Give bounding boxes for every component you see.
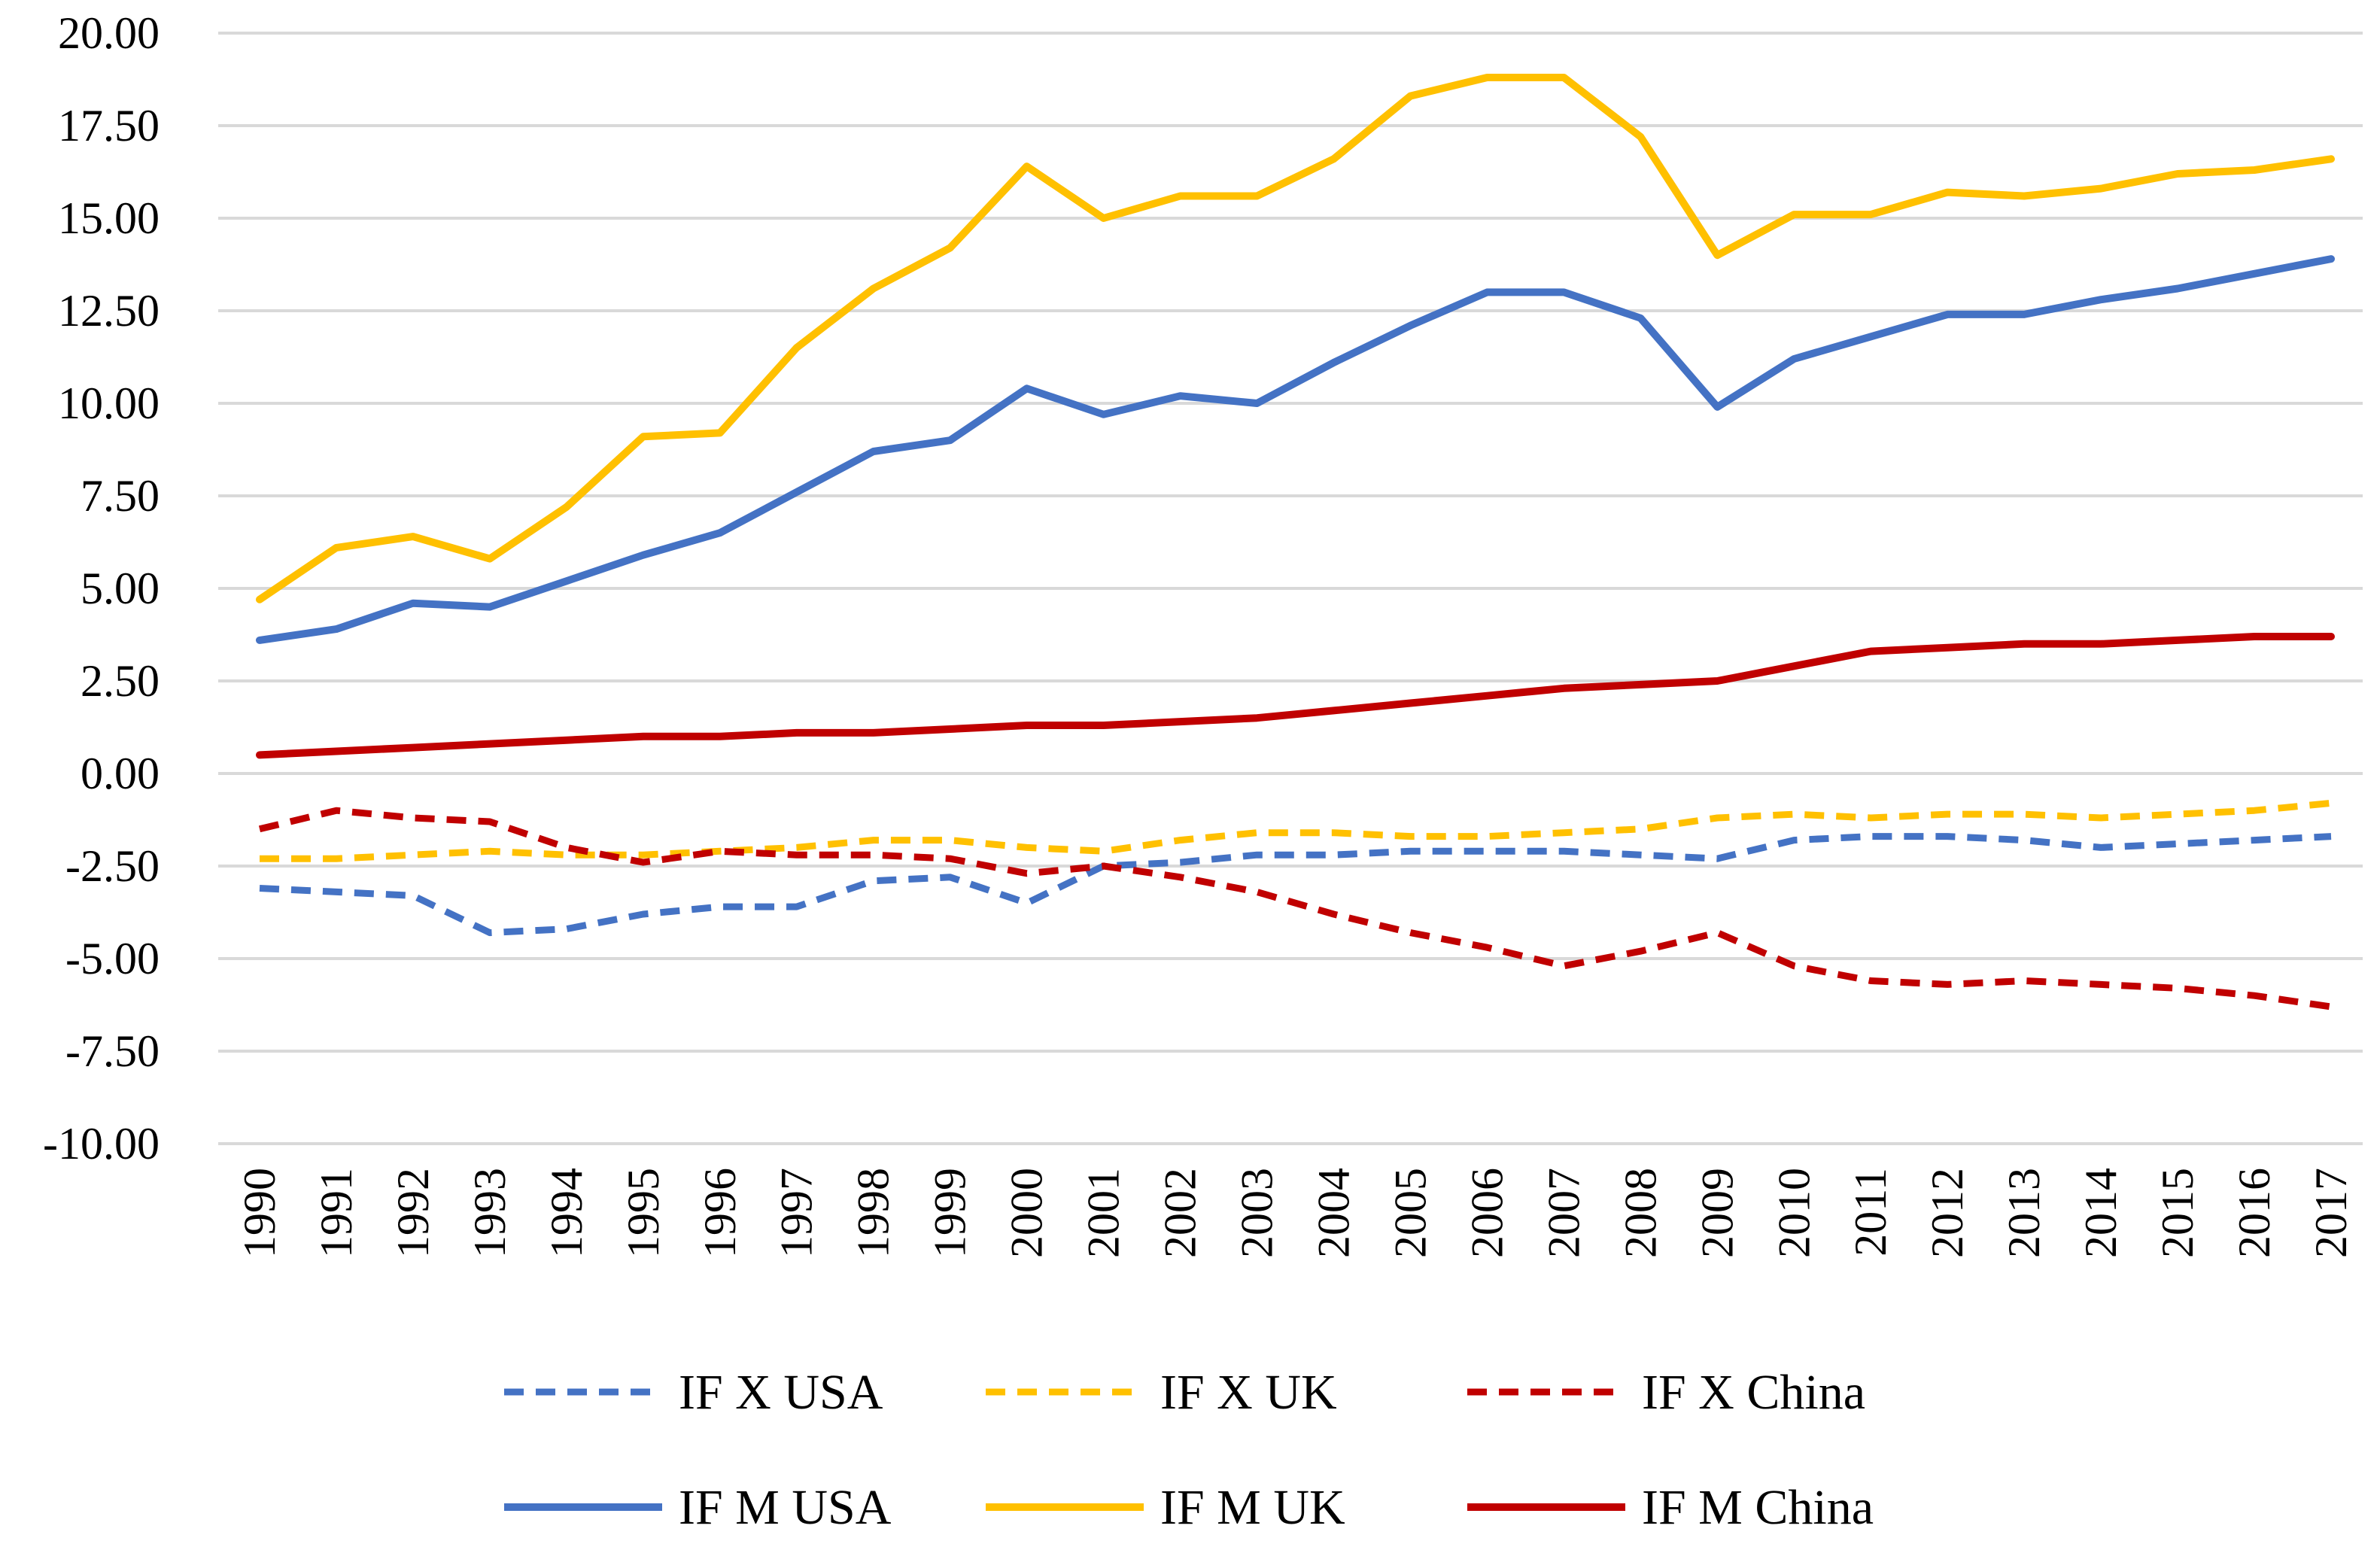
y-axis: 20.00 17.50 15.00 12.50 10.00 7.50 5.00 2.50 0.0… bbox=[43, 8, 160, 1169]
legend-label: IF M USA bbox=[679, 1480, 892, 1535]
x-tick-label: 1990 bbox=[235, 1168, 284, 1258]
y-tick-label: 12.50 bbox=[58, 286, 160, 336]
legend-label: IF X UK bbox=[1160, 1365, 1337, 1420]
legend-label: IF M China bbox=[1642, 1480, 1874, 1535]
y-tick-label: 20.00 bbox=[58, 8, 160, 58]
x-tick-label: 2014 bbox=[2076, 1168, 2126, 1258]
y-tick-label: 17.50 bbox=[58, 101, 160, 150]
x-tick-label: 1999 bbox=[926, 1168, 975, 1258]
x-axis: 1990 1991 1992 1993 1994 1995 1996 1997 1998 1999… bbox=[235, 1168, 2356, 1258]
x-tick-label: 1998 bbox=[849, 1168, 898, 1258]
y-tick-label: -5.00 bbox=[65, 934, 160, 983]
x-tick-label: 2013 bbox=[1999, 1168, 2049, 1258]
legend-label: IF M UK bbox=[1160, 1480, 1345, 1535]
x-tick-label: 2006 bbox=[1462, 1168, 1512, 1258]
x-tick-label: 2010 bbox=[1769, 1168, 1819, 1258]
x-tick-label: 1994 bbox=[542, 1168, 591, 1258]
series-line-if-m-uk bbox=[256, 74, 2335, 603]
x-tick-label: 1993 bbox=[465, 1168, 515, 1258]
series-line-if-m-china bbox=[256, 633, 2335, 759]
x-tick-label: 2012 bbox=[1923, 1168, 1972, 1258]
x-tick-label: 2009 bbox=[1692, 1168, 1742, 1258]
x-tick-label: 2001 bbox=[1079, 1168, 1129, 1258]
x-tick-label: 2011 bbox=[1846, 1168, 1895, 1257]
x-tick-label: 2003 bbox=[1233, 1168, 1282, 1258]
y-tick-label: -2.50 bbox=[65, 841, 160, 891]
series-line-if-x-usa bbox=[259, 833, 2332, 937]
x-tick-label: 2005 bbox=[1385, 1168, 1435, 1258]
x-tick-label: 1991 bbox=[312, 1168, 361, 1258]
x-tick-label: 1992 bbox=[388, 1168, 438, 1258]
x-tick-label: 1996 bbox=[695, 1168, 745, 1258]
x-tick-label: 2008 bbox=[1616, 1168, 1665, 1258]
y-tick-label: 10.00 bbox=[58, 378, 160, 428]
y-tick-label: 7.50 bbox=[81, 471, 160, 521]
series-line-if-m-usa bbox=[256, 255, 2335, 644]
x-tick-label: 2015 bbox=[2153, 1168, 2202, 1258]
x-tick-label: 2002 bbox=[1156, 1168, 1205, 1258]
x-tick-label: 1995 bbox=[619, 1168, 668, 1258]
y-tick-label: 5.00 bbox=[81, 564, 160, 613]
y-tick-label: 0.00 bbox=[81, 749, 160, 798]
y-tick-label: 15.00 bbox=[58, 193, 160, 243]
x-tick-label: 2004 bbox=[1309, 1168, 1358, 1258]
series-lines bbox=[256, 74, 2335, 1011]
y-tick-label: 2.50 bbox=[81, 656, 160, 706]
series-line-if-x-china bbox=[258, 807, 2332, 1011]
legend: IF X USA IF X UK IF X China IF M USA IF M UK… bbox=[504, 1365, 1874, 1535]
x-tick-label: 1997 bbox=[772, 1168, 822, 1258]
x-tick-label: 2000 bbox=[1002, 1168, 1052, 1258]
x-tick-label: 2007 bbox=[1539, 1168, 1588, 1258]
x-tick-label: 2016 bbox=[2230, 1168, 2279, 1258]
y-tick-label: -10.00 bbox=[43, 1119, 160, 1169]
y-tick-label: -7.50 bbox=[65, 1026, 160, 1076]
legend-label: IF X USA bbox=[679, 1365, 883, 1420]
legend-label: IF X China bbox=[1642, 1365, 1865, 1420]
x-tick-label: 2017 bbox=[2306, 1168, 2356, 1258]
